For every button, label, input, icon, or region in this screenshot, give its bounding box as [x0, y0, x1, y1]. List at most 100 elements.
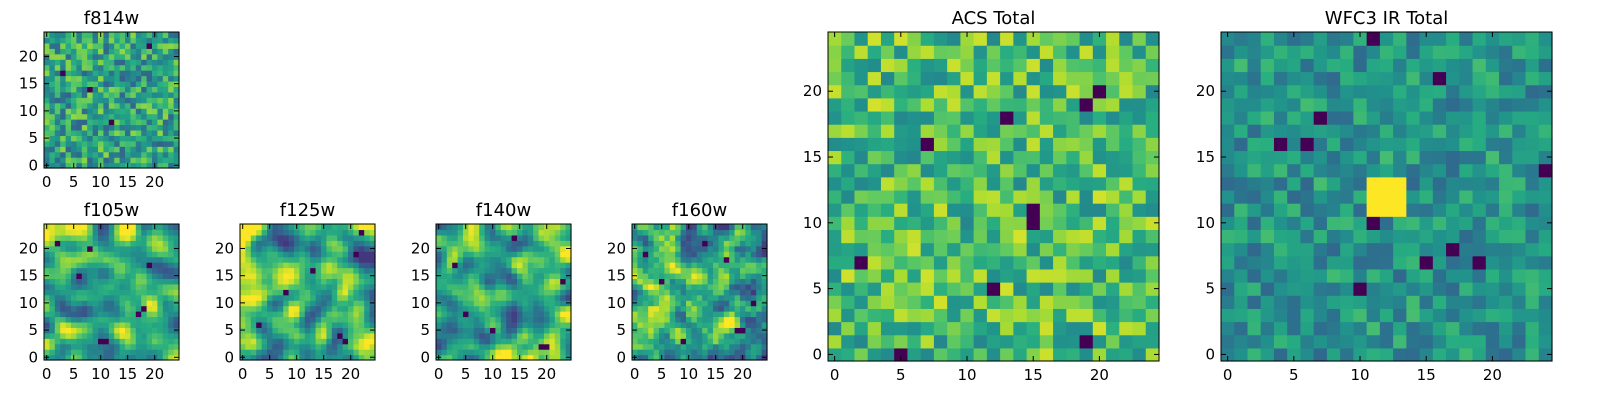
heatmap-cell	[87, 245, 94, 252]
heatmap-cell	[162, 59, 169, 66]
heatmap-cell	[130, 124, 137, 131]
heatmap-cell	[1026, 334, 1041, 349]
heatmap-cell	[1485, 282, 1500, 296]
heatmap-cell	[841, 189, 856, 204]
heatmap-cell	[157, 42, 164, 49]
heatmap-cell	[283, 332, 290, 339]
heatmap-cell	[1079, 347, 1094, 362]
heatmap-cell	[326, 245, 333, 252]
heatmap-cell	[71, 338, 77, 345]
heatmap-cell	[691, 316, 698, 323]
heatmap-cell	[696, 316, 703, 323]
heatmap-cell	[1026, 124, 1041, 138]
heatmap-cell	[468, 300, 475, 307]
heatmap-cell	[342, 283, 349, 290]
heatmap-cell	[549, 327, 556, 334]
heatmap-cell	[1406, 347, 1421, 362]
heatmap-cell	[299, 327, 306, 334]
heatmap-cell	[49, 91, 56, 98]
heatmap-cell	[554, 229, 561, 236]
heatmap-cell	[173, 124, 180, 131]
heatmap-cell	[500, 256, 507, 263]
heatmap-cell	[500, 354, 507, 361]
heatmap-cell	[299, 289, 306, 296]
heatmap-cell	[680, 283, 687, 290]
heatmap-cell	[337, 305, 344, 312]
heatmap-cell	[173, 305, 180, 312]
heatmap-cell	[691, 224, 698, 231]
heatmap-cell	[250, 294, 257, 301]
heatmap-cell	[348, 234, 354, 241]
heatmap-cell	[1326, 32, 1341, 46]
heatmap-cell	[468, 224, 475, 231]
heatmap-cell	[664, 349, 671, 356]
heatmap-cell	[1106, 137, 1120, 152]
heatmap-cell	[729, 267, 736, 274]
heatmap-cell	[65, 75, 72, 82]
heatmap-cell	[272, 349, 279, 356]
heatmap-cell	[745, 349, 752, 356]
heatmap-cell	[130, 64, 137, 71]
heatmap-cell	[315, 245, 322, 252]
heatmap-cell	[65, 305, 72, 312]
heatmap-cell	[1053, 150, 1067, 165]
heatmap-cell	[691, 251, 698, 258]
heatmap-cell	[283, 283, 290, 290]
heatmap-cell	[549, 338, 556, 345]
heatmap-cell	[60, 135, 67, 142]
heatmap-cell	[1053, 242, 1067, 257]
heatmap-cell	[60, 229, 67, 236]
heatmap-cell	[299, 267, 306, 274]
heatmap-cell	[920, 110, 935, 125]
heatmap-cell	[331, 283, 338, 290]
heatmap-cell	[348, 240, 354, 247]
heatmap-cell	[103, 42, 110, 49]
heatmap-cell	[76, 283, 83, 290]
heatmap-cell	[245, 300, 252, 307]
heatmap-cell	[446, 278, 453, 285]
heatmap-cell	[76, 157, 83, 164]
heatmap-cell	[565, 224, 572, 231]
heatmap-cell	[87, 262, 94, 269]
heatmap-cell	[87, 86, 94, 93]
heatmap-cell	[538, 300, 545, 307]
heatmap-cell	[108, 332, 115, 339]
heatmap-cell	[87, 157, 94, 164]
heatmap-cell	[114, 80, 121, 87]
heatmap-cell	[1247, 110, 1262, 125]
heatmap-cell	[44, 113, 50, 120]
heatmap-cell	[702, 272, 709, 279]
heatmap-cell	[463, 262, 469, 269]
heatmap-cell	[1419, 45, 1434, 59]
heatmap-cell	[745, 278, 752, 285]
heatmap-cell	[691, 289, 698, 296]
heatmap-cell	[648, 278, 655, 285]
heatmap-cell	[457, 278, 464, 285]
heatmap-cell	[854, 32, 869, 46]
heatmap-cell	[299, 354, 306, 361]
heatmap-cell	[854, 84, 869, 99]
y-tick-label: 15	[803, 148, 822, 166]
heatmap-cell	[490, 300, 496, 307]
heatmap-cell	[1039, 110, 1054, 125]
heatmap-cell	[92, 240, 99, 247]
heatmap-cell	[686, 289, 692, 296]
heatmap-cell	[250, 278, 257, 285]
heatmap-cell	[544, 289, 550, 296]
heatmap-cell	[87, 272, 94, 279]
heatmap-cell	[71, 256, 77, 263]
heatmap-cell	[250, 327, 257, 334]
heatmap-cell	[146, 113, 153, 120]
heatmap-cell	[841, 32, 856, 46]
heatmap-cell	[315, 354, 322, 361]
heatmap-cell	[761, 289, 768, 296]
heatmap-cell	[729, 272, 736, 279]
heatmap-cell	[146, 157, 153, 164]
heatmap-cell	[119, 278, 126, 285]
heatmap-cell	[718, 224, 725, 231]
heatmap-cell	[713, 240, 719, 247]
heatmap-cell	[907, 229, 922, 244]
heatmap-cell	[960, 163, 975, 178]
heatmap-cell	[65, 59, 72, 66]
heatmap-cell	[168, 64, 175, 71]
